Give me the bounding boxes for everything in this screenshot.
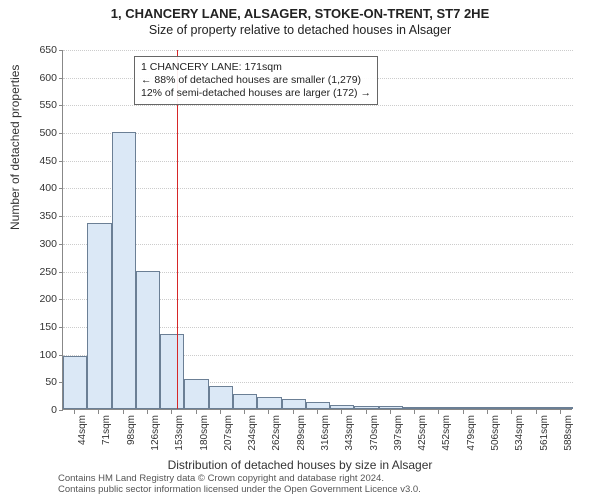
gridline [63,244,573,245]
histogram-bar [500,407,524,409]
histogram-bar [209,386,233,409]
histogram-bar [257,397,281,409]
ytick-mark [59,410,63,411]
ytick-label: 50 [27,377,57,388]
ytick-label: 100 [27,349,57,360]
chart-title-main: 1, CHANCERY LANE, ALSAGER, STOKE-ON-TREN… [0,0,600,21]
histogram-bar [379,406,403,409]
xtick-mark [438,410,439,414]
xtick-mark [463,410,464,414]
histogram-bar [403,407,427,409]
x-axis-label: Distribution of detached houses by size … [0,458,600,472]
gridline [63,105,573,106]
ytick-mark [59,272,63,273]
ytick-mark [59,216,63,217]
xtick-mark [220,410,221,414]
histogram-bar [63,356,87,409]
ytick-mark [59,50,63,51]
y-axis-label: Number of detached properties [8,65,22,230]
annotation-box: 1 CHANCERY LANE: 171sqm ← 88% of detache… [134,56,378,105]
histogram-bar [184,379,208,409]
xtick-mark [560,410,561,414]
xtick-mark [244,410,245,414]
gridline [63,216,573,217]
ytick-label: 600 [27,72,57,83]
xtick-mark [511,410,512,414]
xtick-mark [98,410,99,414]
histogram-bar [306,402,330,409]
ytick-label: 350 [27,211,57,222]
xtick-mark [268,410,269,414]
ytick-label: 550 [27,100,57,111]
ytick-label: 450 [27,156,57,167]
xtick-mark [171,410,172,414]
ytick-label: 150 [27,322,57,333]
histogram-bar [233,394,257,410]
annotation-line1: 1 CHANCERY LANE: 171sqm [141,61,371,74]
xtick-mark [317,410,318,414]
xtick-mark [366,410,367,414]
xtick-mark [390,410,391,414]
ytick-label: 250 [27,266,57,277]
xtick-mark [341,410,342,414]
histogram-bar [87,223,111,409]
histogram-bar [549,407,573,409]
histogram-bar [524,407,548,409]
gridline [63,161,573,162]
xtick-mark [147,410,148,414]
annotation-line2: ← 88% of detached houses are smaller (1,… [141,74,371,87]
chart-area: 1 CHANCERY LANE: 171sqm ← 88% of detache… [62,50,572,410]
histogram-bar [112,132,136,409]
gridline [63,188,573,189]
annotation-line3: 12% of semi-detached houses are larger (… [141,87,371,100]
ytick-mark [59,133,63,134]
ytick-mark [59,105,63,106]
ytick-mark [59,161,63,162]
histogram-bar [354,406,378,409]
gridline [63,50,573,51]
footer-line2: Contains public sector information licen… [58,485,421,496]
xtick-mark [74,410,75,414]
xtick-mark [293,410,294,414]
xtick-mark [536,410,537,414]
ytick-label: 650 [27,45,57,56]
xtick-mark [123,410,124,414]
ytick-label: 400 [27,183,57,194]
histogram-bar [476,407,500,409]
ytick-mark [59,244,63,245]
chart-title-sub: Size of property relative to detached ho… [0,21,600,37]
ytick-label: 200 [27,294,57,305]
histogram-bar [282,399,306,409]
ytick-mark [59,188,63,189]
ytick-mark [59,327,63,328]
xtick-mark [196,410,197,414]
histogram-bar [136,271,160,409]
ytick-mark [59,78,63,79]
ytick-label: 500 [27,128,57,139]
ytick-label: 0 [27,405,57,416]
xtick-mark [487,410,488,414]
xtick-mark [414,410,415,414]
gridline [63,133,573,134]
histogram-bar [427,407,451,409]
ytick-label: 300 [27,239,57,250]
histogram-bar [452,407,476,409]
histogram-bar [160,334,184,409]
footer-attribution: Contains HM Land Registry data © Crown c… [58,474,421,496]
histogram-bar [330,405,354,409]
ytick-mark [59,299,63,300]
